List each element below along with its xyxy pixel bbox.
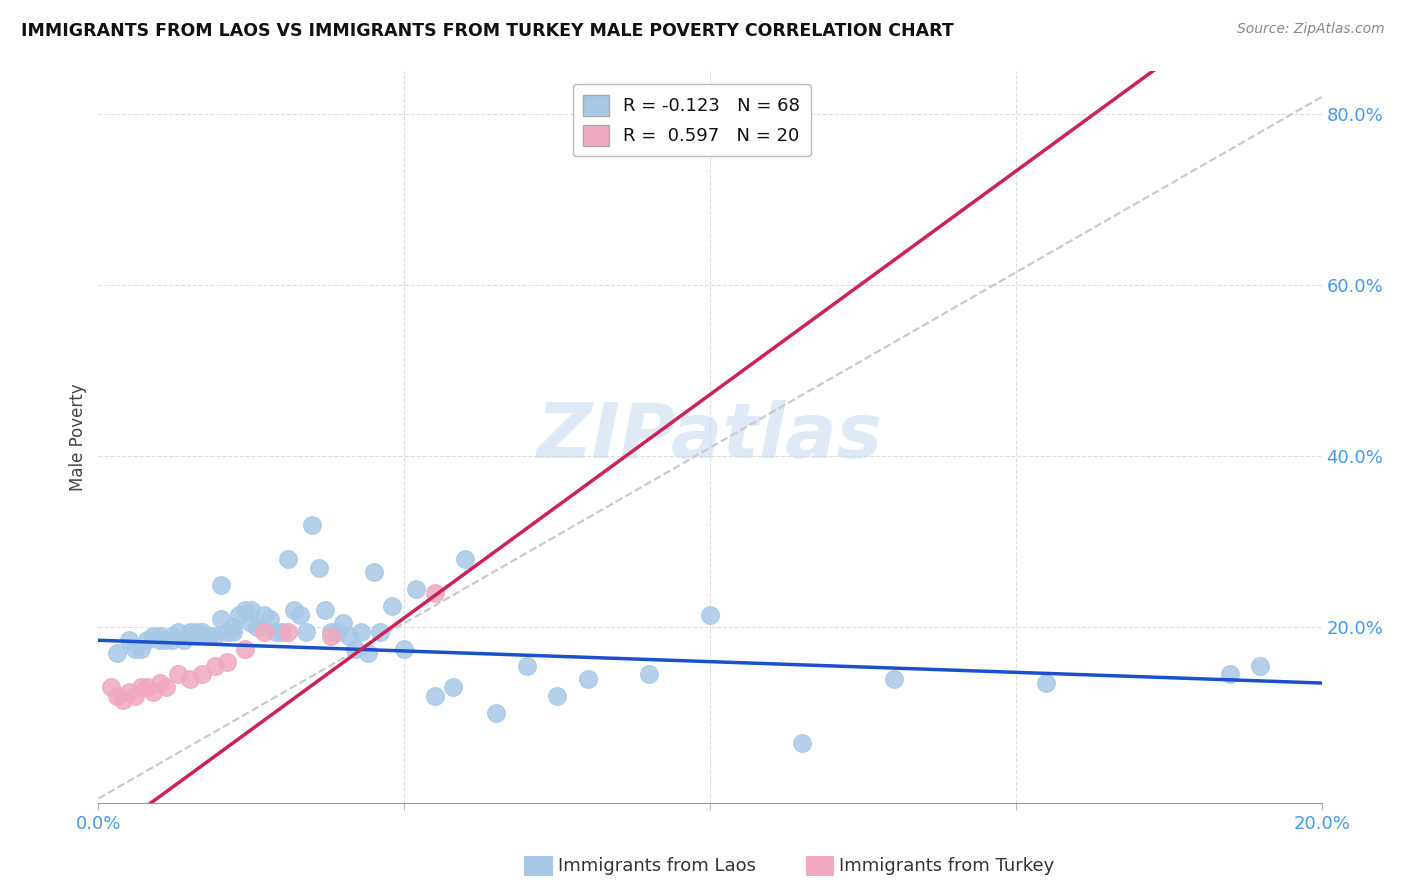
Point	[363, 565, 385, 579]
Point	[136, 681, 159, 695]
Point	[516, 659, 538, 673]
Point	[233, 641, 256, 656]
Point	[118, 684, 141, 698]
Point	[149, 633, 172, 648]
Point	[155, 633, 177, 648]
Point	[105, 646, 128, 660]
Point	[423, 689, 446, 703]
Point	[314, 603, 336, 617]
Point	[179, 672, 201, 686]
Point	[405, 582, 427, 596]
Point	[326, 624, 349, 639]
Point	[160, 633, 183, 648]
Point	[215, 624, 238, 639]
Point	[301, 517, 323, 532]
Point	[264, 624, 287, 639]
Point	[246, 620, 269, 634]
Point	[277, 624, 299, 639]
Point	[308, 560, 330, 574]
Point	[259, 612, 281, 626]
Text: Source: ZipAtlas.com: Source: ZipAtlas.com	[1237, 22, 1385, 37]
Point	[485, 706, 508, 720]
Point	[337, 629, 360, 643]
Point	[576, 672, 599, 686]
Point	[173, 633, 195, 648]
Point	[423, 586, 446, 600]
Point	[149, 676, 172, 690]
Point	[392, 641, 416, 656]
Point	[790, 736, 813, 750]
Point	[546, 689, 568, 703]
Legend: R = -0.123   N = 68, R =  0.597   N = 20: R = -0.123 N = 68, R = 0.597 N = 20	[572, 84, 811, 156]
Point	[344, 641, 367, 656]
Point	[290, 607, 312, 622]
Point	[186, 629, 208, 643]
Point	[441, 681, 464, 695]
Point	[233, 603, 256, 617]
Point	[129, 681, 152, 695]
Point	[155, 681, 177, 695]
Point	[191, 624, 214, 639]
Point	[277, 552, 299, 566]
Text: Immigrants from Laos: Immigrants from Laos	[558, 857, 756, 875]
Point	[637, 667, 661, 681]
Point	[1219, 667, 1241, 681]
Point	[149, 629, 172, 643]
Point	[332, 616, 354, 631]
Point	[204, 629, 226, 643]
Point	[252, 607, 274, 622]
Point	[270, 624, 292, 639]
Point	[209, 612, 232, 626]
Point	[105, 689, 128, 703]
Point	[240, 616, 263, 631]
Point	[222, 620, 245, 634]
Point	[215, 655, 238, 669]
Point	[1249, 659, 1271, 673]
Point	[160, 629, 183, 643]
Point	[167, 667, 190, 681]
Point	[186, 624, 208, 639]
Point	[142, 629, 165, 643]
Point	[350, 624, 373, 639]
Point	[283, 603, 305, 617]
Point	[167, 624, 190, 639]
Point	[124, 689, 146, 703]
Point	[319, 624, 342, 639]
Point	[197, 629, 219, 643]
Point	[252, 624, 274, 639]
Point	[100, 681, 122, 695]
Text: ZIPatlas: ZIPatlas	[537, 401, 883, 474]
Point	[142, 684, 165, 698]
Point	[204, 659, 226, 673]
Point	[699, 607, 721, 622]
Point	[129, 641, 152, 656]
Point	[240, 603, 263, 617]
Point	[454, 552, 477, 566]
Point	[356, 646, 378, 660]
Point	[1035, 676, 1057, 690]
Point	[197, 629, 219, 643]
Point	[381, 599, 404, 613]
Point	[209, 577, 232, 591]
Text: Immigrants from Turkey: Immigrants from Turkey	[839, 857, 1054, 875]
Point	[179, 629, 201, 643]
Point	[191, 667, 214, 681]
Point	[319, 629, 342, 643]
Point	[295, 624, 318, 639]
Point	[111, 693, 134, 707]
Text: IMMIGRANTS FROM LAOS VS IMMIGRANTS FROM TURKEY MALE POVERTY CORRELATION CHART: IMMIGRANTS FROM LAOS VS IMMIGRANTS FROM …	[21, 22, 953, 40]
Point	[179, 624, 201, 639]
Point	[883, 672, 905, 686]
Point	[228, 607, 250, 622]
Point	[222, 624, 245, 639]
Point	[118, 633, 141, 648]
Point	[124, 641, 146, 656]
Point	[368, 624, 391, 639]
Point	[136, 633, 159, 648]
Y-axis label: Male Poverty: Male Poverty	[69, 384, 87, 491]
